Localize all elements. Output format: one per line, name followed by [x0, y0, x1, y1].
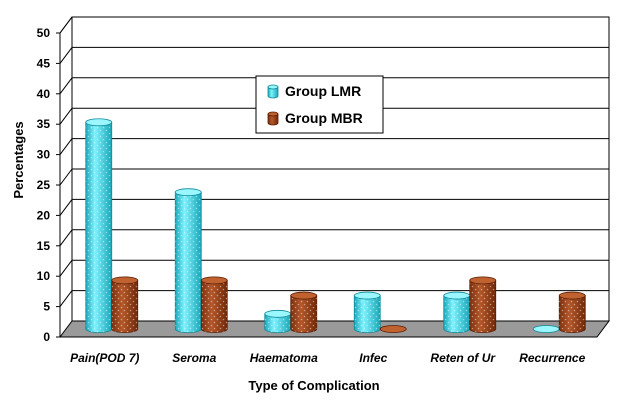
y-tick-label: 5: [43, 300, 50, 314]
bar-group-lmr-reten-of-ur: [443, 291, 471, 333]
plot-floor: [59, 320, 610, 338]
x-axis-title: Type of Complication: [248, 378, 379, 393]
bar-group-mbr-reten-of-ur: [469, 276, 497, 333]
x-tick-label: Haematoma: [250, 351, 318, 365]
bar-group-mbr-recurrence: [558, 291, 586, 333]
bar-group-lmr-seroma: [174, 188, 202, 333]
y-axis-wall-edge: [59, 16, 73, 34]
gridline-side: [59, 290, 73, 307]
legend-label-group-lmr: Group LMR: [285, 83, 361, 99]
x-tick-label: Recurrence: [519, 351, 585, 365]
y-tick-label: 25: [37, 178, 51, 192]
bar-group-lmr-pain-pod-7: [85, 118, 113, 333]
bar-group-mbr-seroma: [200, 276, 228, 333]
y-tick-label: 0: [43, 330, 50, 344]
y-tick-label: 35: [37, 117, 51, 131]
gridline-side: [59, 107, 73, 125]
x-tick-label: Reten of Ur: [430, 351, 496, 365]
x-tick-label: Infec: [359, 351, 387, 365]
gridline-side: [59, 47, 73, 64]
legend: Group LMR Group MBR: [255, 75, 384, 134]
legend-label-group-mbr: Group MBR: [285, 110, 363, 126]
y-tick-label: 45: [37, 56, 51, 70]
x-tick-labels: Pain(POD 7) Seroma Haematoma Infec Reten of …: [70, 351, 586, 365]
gridline-side: [59, 138, 73, 155]
y-tick-label: 30: [37, 148, 51, 162]
y-tick-label: 40: [37, 87, 51, 101]
gridline-side: [59, 199, 73, 216]
legend-swatch-group-mbr: [267, 111, 279, 126]
bar-group-lmr-haematoma: [264, 309, 292, 333]
bar-group-mbr-haematoma: [290, 291, 318, 333]
y-tick-label: 10: [37, 269, 51, 283]
gridline-side: [59, 229, 73, 247]
gridline-side: [59, 77, 73, 95]
gridline-side: [59, 168, 73, 186]
bar-group-lmr-recurrence: [532, 325, 560, 333]
y-tick-label: 15: [37, 239, 51, 253]
y-axis-title: Percentages: [11, 121, 26, 198]
y-tick-label: 20: [37, 208, 51, 222]
bar-group-mbr-infec: [379, 325, 407, 333]
y-tick-labels: 0 5 10 15 20 25 30 35 40 45 50: [37, 26, 60, 344]
bar-group-lmr-infec: [353, 291, 381, 333]
x-tick-label: Pain(POD 7): [70, 351, 139, 365]
gridline-side: [59, 259, 73, 277]
bars: [85, 118, 586, 333]
x-tick-label: Seroma: [172, 351, 216, 365]
legend-swatch-group-lmr: [267, 84, 279, 99]
y-tick-label: 50: [37, 26, 51, 40]
bar-group-mbr-pain-pod-7: [111, 276, 139, 333]
